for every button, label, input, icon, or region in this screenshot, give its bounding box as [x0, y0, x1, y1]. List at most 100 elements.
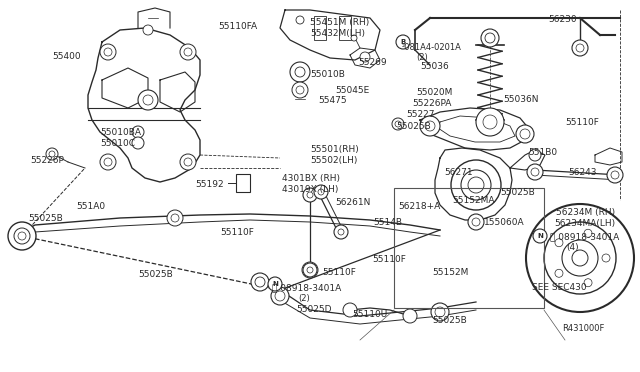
Text: 56218+A: 56218+A — [398, 202, 440, 211]
Circle shape — [544, 222, 616, 294]
Circle shape — [481, 29, 499, 47]
Circle shape — [296, 86, 304, 94]
Circle shape — [468, 214, 484, 230]
Text: 55451M (RH): 55451M (RH) — [310, 18, 369, 27]
Text: 55400: 55400 — [52, 52, 81, 61]
Text: 55475: 55475 — [318, 96, 347, 105]
Circle shape — [302, 262, 318, 278]
Circle shape — [572, 40, 588, 56]
Circle shape — [555, 269, 563, 277]
Circle shape — [520, 129, 530, 139]
Text: 56234MA(LH): 56234MA(LH) — [554, 219, 615, 228]
Circle shape — [104, 158, 112, 166]
Circle shape — [468, 177, 484, 193]
Circle shape — [611, 171, 619, 179]
Text: 56234M (RH): 56234M (RH) — [556, 208, 615, 217]
Circle shape — [138, 90, 158, 110]
Text: (2): (2) — [416, 53, 428, 62]
Circle shape — [602, 254, 610, 262]
Text: 55110F: 55110F — [220, 228, 254, 237]
Text: 55226PA: 55226PA — [412, 99, 451, 108]
Text: N: N — [537, 233, 543, 239]
Circle shape — [306, 266, 314, 274]
Circle shape — [351, 35, 357, 41]
Circle shape — [104, 48, 112, 56]
Text: 55010B: 55010B — [310, 70, 345, 79]
Circle shape — [392, 118, 404, 130]
Circle shape — [180, 44, 196, 60]
Circle shape — [184, 158, 192, 166]
Text: 55010BA: 55010BA — [100, 128, 141, 137]
Text: 55010C: 55010C — [100, 139, 135, 148]
Circle shape — [461, 170, 491, 200]
Circle shape — [143, 25, 153, 35]
Circle shape — [485, 33, 495, 43]
Circle shape — [275, 291, 285, 301]
Text: 56230: 56230 — [548, 15, 577, 24]
Circle shape — [576, 44, 584, 52]
Text: ⓓ 08918-3401A: ⓓ 08918-3401A — [272, 283, 341, 292]
Circle shape — [167, 210, 183, 226]
Circle shape — [334, 225, 348, 239]
Text: 55025B: 55025B — [432, 316, 467, 325]
Text: 55110F: 55110F — [372, 255, 406, 264]
Circle shape — [100, 44, 116, 60]
Text: 4301BX (RH): 4301BX (RH) — [282, 174, 340, 183]
Circle shape — [314, 185, 328, 199]
Circle shape — [292, 82, 308, 98]
Circle shape — [18, 232, 26, 240]
Text: 55501(RH): 55501(RH) — [310, 145, 359, 154]
Bar — [394, 188, 544, 308]
Circle shape — [307, 267, 313, 273]
Circle shape — [180, 154, 196, 170]
Circle shape — [451, 160, 501, 210]
Text: 55025B: 55025B — [28, 214, 63, 223]
Text: ⓓ 08918-3401A: ⓓ 08918-3401A — [550, 232, 620, 241]
Text: 55025B: 55025B — [138, 270, 173, 279]
Text: 5514B: 5514B — [373, 218, 402, 227]
Circle shape — [431, 303, 449, 321]
Circle shape — [472, 218, 480, 226]
Circle shape — [529, 149, 541, 161]
Circle shape — [584, 229, 592, 237]
Circle shape — [132, 126, 144, 138]
Text: 56261N: 56261N — [335, 198, 371, 207]
Text: 155060A: 155060A — [484, 218, 525, 227]
Bar — [314, 16, 326, 40]
Circle shape — [251, 273, 269, 291]
Circle shape — [435, 307, 445, 317]
Text: 55502(LH): 55502(LH) — [310, 156, 357, 165]
Text: 55192: 55192 — [195, 180, 223, 189]
Text: 55110FA: 55110FA — [218, 22, 257, 31]
Text: 551A0: 551A0 — [76, 202, 105, 211]
Text: 55152M: 55152M — [432, 268, 468, 277]
Text: B: B — [401, 39, 406, 45]
Circle shape — [303, 263, 317, 277]
Circle shape — [290, 62, 310, 82]
Circle shape — [533, 229, 547, 243]
Text: 551B0: 551B0 — [528, 148, 557, 157]
Text: N: N — [272, 281, 278, 287]
Circle shape — [184, 48, 192, 56]
Circle shape — [562, 240, 598, 276]
Text: 55025B: 55025B — [500, 188, 535, 197]
Circle shape — [338, 229, 344, 235]
Text: 55227: 55227 — [406, 110, 435, 119]
Circle shape — [395, 121, 401, 127]
Circle shape — [476, 108, 504, 136]
Text: 55226P: 55226P — [30, 156, 64, 165]
Text: 55269: 55269 — [358, 58, 387, 67]
Circle shape — [100, 154, 116, 170]
Circle shape — [271, 287, 289, 305]
Circle shape — [420, 116, 440, 136]
Text: 55036: 55036 — [420, 62, 449, 71]
Text: R431000F: R431000F — [562, 324, 604, 333]
Text: 55110F: 55110F — [322, 268, 356, 277]
Circle shape — [555, 239, 563, 247]
Circle shape — [14, 228, 30, 244]
Circle shape — [425, 121, 435, 131]
Text: (2): (2) — [298, 294, 310, 303]
Circle shape — [607, 167, 623, 183]
Circle shape — [516, 125, 534, 143]
Text: 55110F: 55110F — [565, 118, 599, 127]
